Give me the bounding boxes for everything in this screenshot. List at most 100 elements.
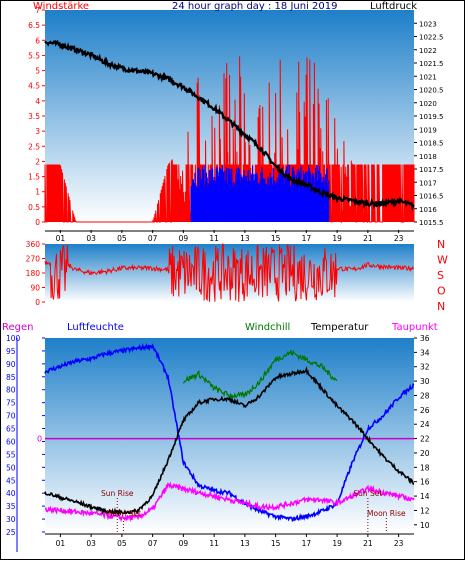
x-tick-label: 23 xyxy=(394,539,404,548)
wind-axis-title: Windstärke xyxy=(33,1,89,12)
x-tick-label: 19 xyxy=(332,539,342,548)
pressure-tick-label: 1018.5 xyxy=(419,140,444,148)
humidity-tick-label: 30 xyxy=(6,515,16,524)
temp-tick-label: 34 xyxy=(420,348,430,357)
x-tick-label: 17 xyxy=(302,539,312,548)
x-tick-label: 07 xyxy=(148,539,158,548)
compass-label: N xyxy=(437,238,445,251)
pressure-tick-label: 1020 xyxy=(419,100,437,108)
wind-tick-label: 4 xyxy=(35,97,40,106)
graph-frame xyxy=(0,0,465,560)
wind-tick-label: 2 xyxy=(35,157,40,166)
wind-tick-label: 1.5 xyxy=(28,173,40,182)
temp-tick-label: 18 xyxy=(420,463,430,472)
wind-tick-label: 1 xyxy=(35,188,40,197)
humidity-tick-label: 65 xyxy=(6,425,16,434)
humidity-tick-label: 55 xyxy=(6,450,16,459)
x-tick-label: 07 xyxy=(148,234,158,243)
temp-tick-label: 20 xyxy=(420,449,430,458)
temp-tick-label: 16 xyxy=(420,478,430,487)
wind-tick-label: 3.5 xyxy=(28,112,40,121)
legend-label: Regen xyxy=(2,322,34,333)
compass-label: O xyxy=(437,285,446,298)
pressure-tick-label: 1023 xyxy=(419,20,437,28)
x-tick-label: 09 xyxy=(179,539,189,548)
direction-tick-label: 360 xyxy=(26,240,41,249)
humidity-tick-label: 60 xyxy=(6,437,16,446)
pressure-tick-label: 1016.5 xyxy=(419,193,444,201)
humidity-tick-label: 25 xyxy=(6,528,16,537)
wind-tick-label: 0.5 xyxy=(28,203,40,212)
humidity-tick-label: 80 xyxy=(6,386,16,395)
x-tick-label: 05 xyxy=(117,234,127,243)
temp-tick-label: 32 xyxy=(420,363,430,372)
pressure-tick-label: 1020.5 xyxy=(419,87,444,95)
pressure-tick-label: 1019 xyxy=(419,126,437,134)
event-label: Sun Set xyxy=(353,489,382,498)
x-tick-label: 11 xyxy=(209,539,219,548)
pressure-tick-label: 1017.5 xyxy=(419,166,444,174)
x-tick-label: 05 xyxy=(117,539,127,548)
wind-tick-label: 5.5 xyxy=(28,51,40,60)
legend-label: Windchill xyxy=(245,322,290,333)
temperature-series xyxy=(44,365,414,516)
x-tick-label: 01 xyxy=(56,539,66,548)
x-tick-label: 13 xyxy=(240,234,250,243)
direction-tick-label: 0 xyxy=(35,298,40,307)
pressure-tick-label: 1022.5 xyxy=(419,34,444,42)
compass-label: W xyxy=(437,254,448,267)
wind-tick-label: 3 xyxy=(35,127,40,136)
temp-tick-label: 28 xyxy=(420,391,430,400)
wind-tick-label: 2.5 xyxy=(28,142,40,151)
pressure-tick-label: 1021.5 xyxy=(419,60,444,68)
wind-tick-label: 7 xyxy=(35,6,40,15)
legend-label: Luftfeuchte xyxy=(67,322,124,333)
humidity-tick-label: 45 xyxy=(6,476,16,485)
x-tick-label: 15 xyxy=(271,539,281,548)
legend-label: Temperatur xyxy=(310,322,369,333)
rain-zero-label: 0 xyxy=(37,435,42,444)
event-label: Sun Rise xyxy=(101,489,134,498)
compass-label: S xyxy=(437,269,444,282)
compass-label: N xyxy=(437,300,445,313)
wind-direction-series xyxy=(44,243,414,302)
x-tick-label: 17 xyxy=(302,234,312,243)
pressure-tick-label: 1016 xyxy=(419,206,437,214)
humidity-tick-label: 70 xyxy=(6,412,16,421)
pressure-axis-title: Luftdruck xyxy=(370,1,417,12)
humidity-tick-label: 95 xyxy=(6,347,16,356)
x-tick-label: 03 xyxy=(86,234,96,243)
pressure-tick-label: 1017 xyxy=(419,179,437,187)
wind-tick-label: 6 xyxy=(35,36,40,45)
x-tick-label: 23 xyxy=(394,234,404,243)
temp-tick-label: 36 xyxy=(420,334,430,343)
event-label: Moon Set xyxy=(106,509,141,518)
pressure-tick-label: 1021 xyxy=(419,73,437,81)
x-tick-label: 13 xyxy=(240,539,250,548)
humidity-tick-label: 100 xyxy=(6,334,21,343)
windchill-series xyxy=(182,349,338,400)
humidity-tick-label: 85 xyxy=(6,373,16,382)
wind-tick-label: 0 xyxy=(35,218,40,227)
temp-tick-label: 12 xyxy=(420,506,430,515)
temp-tick-label: 24 xyxy=(420,420,430,429)
wind-tick-label: 5 xyxy=(35,67,40,76)
graph-title: 24 hour graph day : 18 Juni 2019 xyxy=(172,1,338,12)
humidity-tick-label: 50 xyxy=(6,463,16,472)
x-tick-label: 11 xyxy=(209,234,219,243)
x-tick-label: 03 xyxy=(86,539,96,548)
temp-tick-label: 30 xyxy=(420,377,430,386)
wind-tick-label: 4.5 xyxy=(28,82,40,91)
x-tick-label: 21 xyxy=(363,539,373,548)
x-tick-label: 19 xyxy=(332,234,342,243)
direction-tick-label: 270 xyxy=(26,255,41,264)
humidity-tick-label: 90 xyxy=(6,360,16,369)
x-tick-label: 15 xyxy=(271,234,281,243)
pressure-tick-label: 1022 xyxy=(419,47,437,55)
temp-tick-label: 26 xyxy=(420,406,430,415)
temp-tick-label: 14 xyxy=(420,492,430,501)
direction-tick-label: 90 xyxy=(30,284,40,293)
event-label: Moon Rise xyxy=(367,509,406,518)
temp-tick-label: 22 xyxy=(420,435,430,444)
